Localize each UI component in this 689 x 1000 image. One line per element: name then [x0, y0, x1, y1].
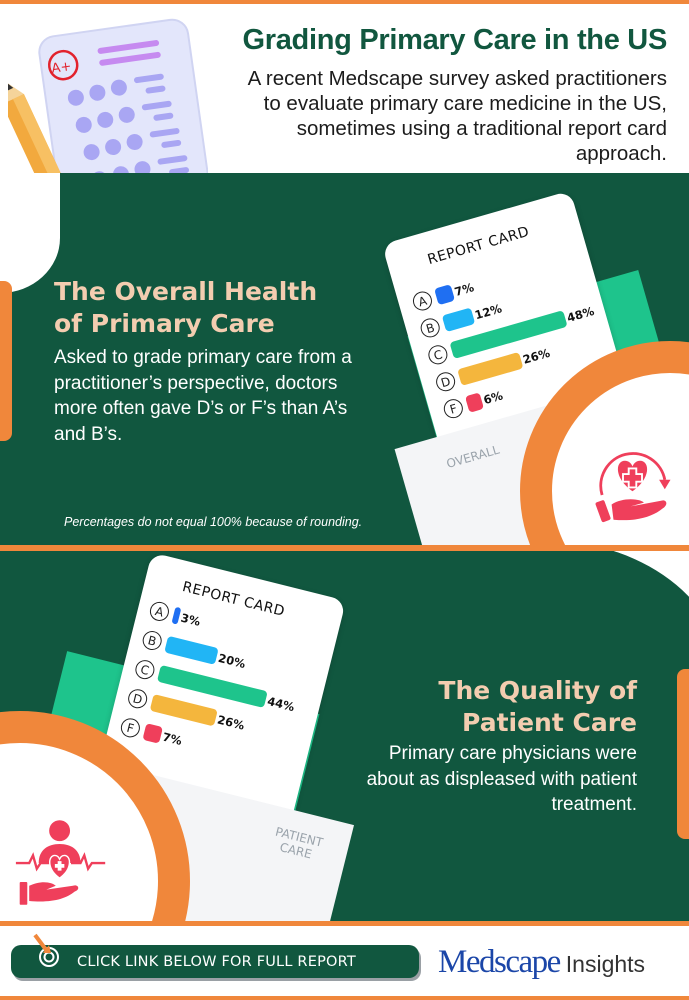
section2-title-line2: Patient Care [462, 708, 637, 737]
medscape-logo: Medscape Insights [438, 944, 645, 981]
bottom-accent-bar [0, 996, 689, 1000]
report-card-title: REPORT CARD [425, 223, 532, 269]
bar-d-value-2: 26% [216, 711, 247, 733]
bar-f [464, 392, 485, 413]
grade-row-a-2: A 3% [147, 599, 203, 631]
header: A+ Grading Primary Care in the US A [0, 4, 689, 225]
footer-divider [0, 921, 689, 926]
grade-c-circle: C [426, 343, 450, 367]
bar-b [441, 307, 476, 333]
section1-corner-shape [0, 173, 60, 293]
grade-row-f-2: F 7% [118, 716, 184, 750]
section2-title-line1: The Quality of [438, 676, 637, 705]
rounding-note: Percentages do not equal 100% because of… [64, 515, 363, 529]
bar-d-value: 26% [521, 345, 552, 367]
section2-body: Primary care physicians were about as di… [366, 743, 637, 815]
grade-a-circle-2: A [147, 599, 171, 623]
patient-heart-hand-icon [15, 820, 106, 905]
bar-a-value: 7% [452, 279, 476, 299]
footer: CLICK LINK BELOW FOR FULL REPORT Medscap… [0, 926, 689, 996]
section-overall-health: The Overall Health of Primary Care Asked… [0, 173, 689, 545]
grade-c-circle-2: C [133, 658, 157, 682]
svg-text:A+: A+ [51, 59, 73, 77]
envelope-label-patient-care: PATIENT CARE [271, 825, 324, 864]
bar-a [434, 284, 456, 306]
section1-body: Asked to grade primary care from a pract… [54, 347, 352, 445]
grade-f-circle-2: F [118, 716, 142, 740]
top-accent-bar [0, 0, 689, 4]
bar-c-value: 48% [565, 303, 596, 325]
report-card-illustration-icon: A+ [8, 18, 208, 225]
full-report-link-button[interactable]: CLICK LINK BELOW FOR FULL REPORT [11, 933, 419, 978]
bar-a-value-2: 3% [179, 610, 202, 629]
section1-title: The Overall Health of Primary Care [54, 276, 317, 340]
bar-b-value-2: 20% [216, 650, 248, 671]
section1-title-line2: of Primary Care [54, 309, 275, 338]
heart-care-hand-icon [595, 452, 671, 523]
orange-side-tab [0, 281, 12, 441]
grade-a-circle: A [410, 289, 435, 313]
section-patient-care: REPORT CARD A 3% B 20% C 44% D 26% F 7% [0, 551, 689, 921]
orange-side-tab-right [677, 669, 689, 839]
bar-f-value: 6% [481, 387, 505, 407]
section2-title: The Quality of Patient Care [438, 675, 637, 739]
page-title: Grading Primary Care in the US [242, 24, 667, 56]
grade-row-f: F 6% [441, 385, 505, 421]
envelope-label-overall: OVERALL [444, 442, 502, 472]
bar-d-2 [149, 694, 218, 727]
grade-d-circle: D [433, 369, 458, 394]
bar-b-2 [164, 635, 219, 665]
bar-f-2 [142, 723, 164, 744]
bar-c-value-2: 44% [265, 693, 297, 714]
grade-f-circle: F [441, 396, 466, 421]
cta-label: CLICK LINK BELOW FOR FULL REPORT [77, 953, 356, 970]
section1-title-line1: The Overall Health [54, 277, 318, 306]
grade-b-circle-2: B [140, 629, 164, 653]
bar-f-value-2: 7% [161, 729, 184, 748]
grade-b-circle: B [418, 316, 442, 340]
brand-name: Medscape [438, 944, 561, 980]
bar-d [457, 351, 524, 386]
brand-sub: Insights [565, 951, 646, 977]
bar-b-value: 12% [472, 300, 504, 322]
page-subtitle: A recent Medscape survey asked practitio… [247, 67, 667, 165]
grade-d-circle-2: D [126, 687, 150, 711]
section2-corner-shape [489, 551, 689, 871]
click-cursor-icon [33, 933, 59, 967]
section-divider [0, 545, 689, 551]
